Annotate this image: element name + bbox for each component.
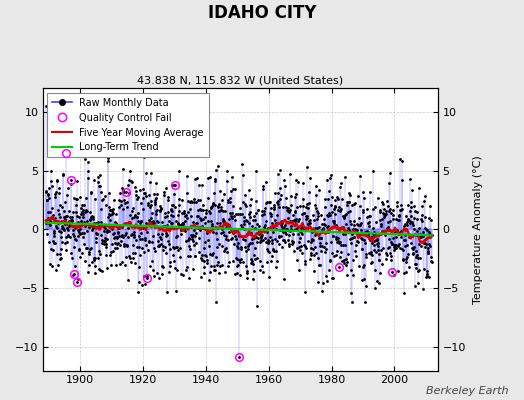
Y-axis label: Temperature Anomaly (°C): Temperature Anomaly (°C) [473,155,483,304]
Title: 43.838 N, 115.832 W (United States): 43.838 N, 115.832 W (United States) [137,76,344,86]
Text: Berkeley Earth: Berkeley Earth [426,386,508,396]
Legend: Raw Monthly Data, Quality Control Fail, Five Year Moving Average, Long-Term Tren: Raw Monthly Data, Quality Control Fail, … [47,93,209,157]
Text: IDAHO CITY: IDAHO CITY [208,4,316,22]
